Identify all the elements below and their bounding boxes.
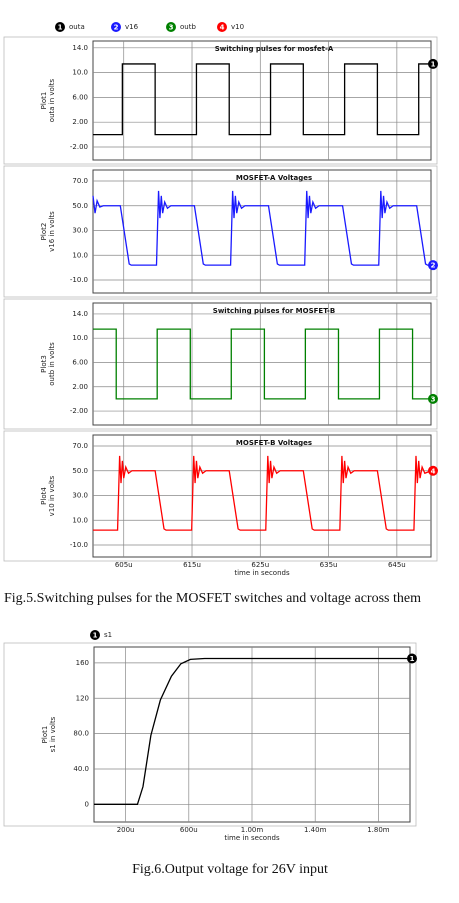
plot-area	[92, 40, 432, 161]
y-tick-label: 30.0	[72, 492, 88, 500]
end-marker-label: 4	[431, 467, 436, 475]
x-tick-label: 615u	[183, 561, 201, 569]
y-tick-label: 6.00	[72, 93, 88, 101]
end-marker-label: 1	[431, 60, 436, 68]
legend-marker	[166, 22, 176, 32]
legend-marker	[55, 22, 65, 32]
y-tick-label: 80.0	[73, 730, 89, 738]
legend-marker-label: 1	[58, 24, 63, 32]
panel-frame	[3, 298, 438, 430]
y-tick-label: 6.00	[72, 358, 88, 366]
plot-title: MOSFET-B Voltages	[236, 439, 312, 447]
end-marker-label: 1	[410, 655, 415, 663]
legend-label: outb	[180, 23, 196, 31]
x-tick-label: 605u	[115, 561, 133, 569]
legend-marker	[90, 630, 100, 640]
x-axis-label: time in seconds	[224, 834, 280, 842]
y-axis-label: outa in volts	[48, 78, 56, 122]
figure-caption: Fig.6.Output voltage for 26V input	[132, 862, 328, 877]
x-tick-label: 645u	[388, 561, 406, 569]
y-tick-label: 70.0	[72, 177, 88, 185]
x-tick-label: 600u	[180, 826, 198, 834]
plot-name: Plot1	[41, 726, 49, 744]
y-tick-label: 10.0	[72, 69, 88, 77]
y-tick-label: -2.00	[70, 143, 88, 151]
legend-marker-label: 1	[93, 632, 98, 640]
legend-label: outa	[69, 23, 85, 31]
x-axis-label: time in seconds	[234, 569, 290, 577]
y-tick-label: -2.00	[70, 407, 88, 415]
plot-area	[92, 302, 432, 426]
y-tick-label: 10.0	[72, 251, 88, 259]
plot-name: Plot4	[40, 487, 48, 505]
legend-label: v10	[231, 23, 244, 31]
figure-caption: Fig.5.Switching pulses for the MOSFET sw…	[4, 591, 421, 606]
plot-name: Plot3	[40, 355, 48, 373]
y-tick-label: 0	[85, 800, 89, 808]
legend-label: v16	[125, 23, 139, 31]
legend-marker-label: 3	[169, 24, 174, 32]
legend-label: s1	[104, 631, 112, 639]
y-axis-label: s1 in volts	[49, 716, 57, 752]
legend-marker	[217, 22, 227, 32]
data-line	[92, 190, 431, 266]
y-tick-label: 50.0	[72, 467, 88, 475]
plot-name: Plot1	[40, 92, 48, 110]
y-tick-label: 14.0	[72, 44, 88, 52]
y-axis-label: v10 in volts	[48, 475, 56, 516]
plot-area	[92, 169, 432, 294]
plot-title: Switching pulses for MOSFET-B	[213, 307, 335, 315]
data-line	[93, 328, 431, 400]
x-tick-label: 625u	[251, 561, 269, 569]
data-line	[94, 657, 410, 805]
y-tick-label: 160	[76, 659, 89, 667]
end-marker	[428, 393, 438, 404]
x-tick-label: 1.80m	[367, 826, 390, 834]
y-tick-label: -10.0	[70, 541, 88, 549]
panel-frame	[3, 430, 438, 562]
y-axis-label: v16 in volts	[48, 211, 56, 252]
end-marker	[428, 58, 438, 69]
y-tick-label: 2.00	[72, 383, 88, 391]
plot-area	[92, 434, 432, 558]
x-tick-label: 200u	[117, 826, 135, 834]
y-tick-label: 50.0	[72, 202, 88, 210]
plot-title: MOSFET-A Voltages	[236, 174, 312, 182]
y-tick-label: 2.00	[72, 118, 88, 126]
legend-marker	[111, 22, 121, 32]
end-marker-label: 3	[431, 395, 436, 403]
y-tick-label: 40.0	[73, 765, 89, 773]
y-tick-label: 70.0	[72, 442, 88, 450]
end-marker	[428, 260, 438, 271]
plot-title: Switching pulses for mosfet-A	[215, 45, 334, 53]
data-line	[93, 455, 432, 531]
y-tick-label: 10.0	[72, 334, 88, 342]
y-tick-label: -10.0	[70, 276, 88, 284]
x-tick-label: 1.00m	[241, 826, 264, 834]
panel-frame	[3, 36, 438, 165]
y-tick-label: 14.0	[72, 310, 88, 318]
plot-name: Plot2	[40, 223, 48, 241]
y-tick-label: 30.0	[72, 227, 88, 235]
y-axis-label: outb in volts	[48, 342, 56, 386]
x-tick-label: 635u	[320, 561, 338, 569]
panel-frame	[3, 642, 417, 827]
panel-frame	[3, 165, 438, 298]
end-marker	[407, 653, 417, 664]
y-tick-label: 120	[76, 694, 89, 702]
x-tick-label: 1.40m	[304, 826, 327, 834]
end-marker-label: 2	[431, 262, 436, 270]
y-tick-label: 10.0	[72, 516, 88, 524]
legend-marker-label: 2	[114, 24, 119, 32]
end-marker	[428, 465, 438, 476]
legend-marker-label: 4	[220, 24, 225, 32]
data-line	[93, 63, 431, 136]
